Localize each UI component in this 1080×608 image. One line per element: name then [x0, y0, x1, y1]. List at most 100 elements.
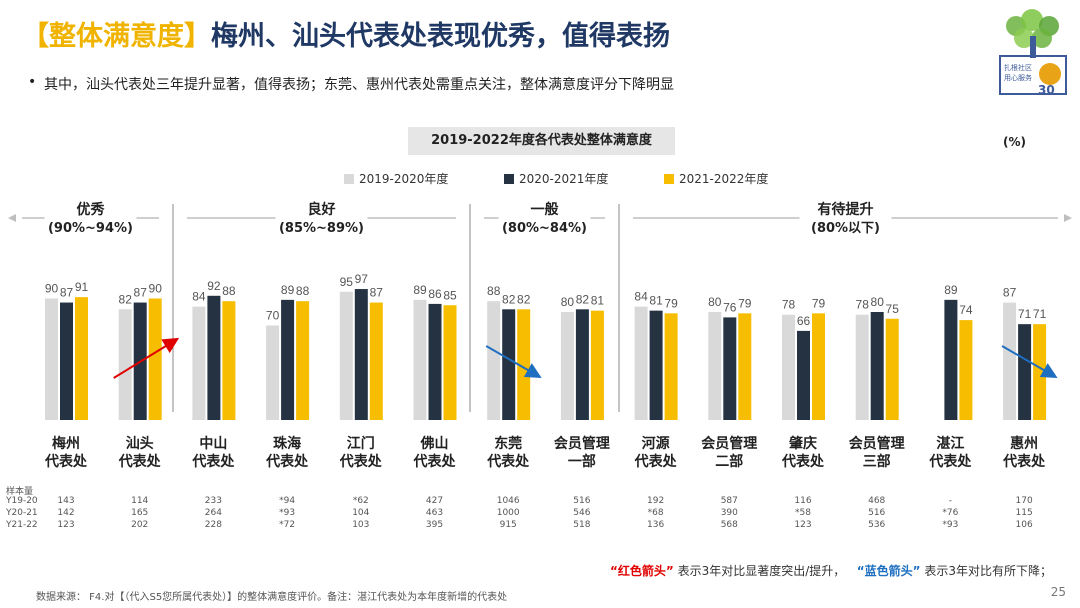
bar-6-0: [487, 301, 501, 420]
category-label-12-line2: 代表处: [928, 453, 972, 470]
bar-11-1: [870, 312, 884, 420]
bar-13-0: [1003, 302, 1017, 420]
value-label-3-2: 88: [296, 284, 310, 298]
value-label-2-0: 84: [192, 290, 206, 304]
category-label-4-line1: 江门: [347, 435, 375, 452]
trend-arrow-blue-2: [1001, 345, 1058, 378]
category-label-2-line2: 代表处: [191, 453, 235, 470]
sample-size-label: 样本量: [6, 487, 34, 497]
bar-9-1: [723, 317, 737, 420]
sample-cell-0-4: *62: [352, 496, 369, 506]
title-text: 梅州、汕头代表处表现优秀，值得表扬: [211, 21, 670, 52]
trend-arrow-red-0: [113, 337, 180, 379]
value-label-11-2: 75: [886, 302, 900, 316]
bar-8-2: [664, 313, 678, 420]
sample-cell-1-10: *58: [795, 508, 811, 518]
tree-icon: [1006, 9, 1059, 58]
sample-cell-2-10: 123: [794, 520, 812, 530]
value-label-1-1: 87: [134, 286, 148, 300]
bar-3-0: [266, 325, 280, 420]
logo-line2: 用心服务: [1004, 73, 1032, 82]
note-quote-close-blue: ”: [912, 564, 921, 578]
value-label-5-0: 89: [413, 283, 427, 297]
category-label-1-line1: 汕头: [126, 435, 154, 452]
sample-cell-2-5: 395: [425, 520, 444, 530]
value-label-7-2: 81: [591, 294, 605, 308]
bar-11-2: [885, 318, 899, 420]
category-label-6-line1: 东莞: [494, 435, 522, 452]
legend-swatch-y21: [664, 174, 674, 184]
sample-cell-1-3: *93: [279, 508, 296, 518]
category-label-3-line2: 代表处: [265, 453, 309, 470]
value-label-5-1: 86: [428, 287, 442, 301]
category-label-9-line2: 二部: [715, 453, 743, 470]
bar-0-2: [75, 297, 88, 420]
sample-cell-0-11: 468: [868, 496, 886, 506]
bar-7-1: [575, 309, 589, 420]
value-label-0-1: 87: [60, 286, 74, 300]
bar-0-0: [45, 298, 58, 420]
value-label-7-0: 80: [561, 295, 575, 309]
legend-swatch-y19: [344, 174, 354, 184]
sample-cell-1-11: 516: [868, 508, 886, 518]
value-label-4-2: 87: [370, 286, 384, 300]
group-range-1: (85%~89%): [279, 221, 364, 236]
bar-12-1: [944, 299, 958, 420]
category-label-2-line1: 中山: [199, 435, 227, 452]
page-title: 【整体满意度】梅州、汕头代表处表现优秀，值得表扬: [22, 14, 670, 53]
value-label-0-2: 91: [75, 280, 89, 294]
category-label-7-line2: 一部: [568, 453, 596, 470]
sample-cell-2-2: 228: [204, 520, 222, 530]
bar-3-2: [296, 301, 310, 420]
group-name-3: 有待提升: [818, 201, 874, 218]
bar-0-1: [60, 302, 73, 420]
bar-6-2: [517, 309, 531, 420]
category-label-1-line2: 代表处: [118, 453, 162, 470]
value-label-3-1: 89: [281, 283, 295, 297]
sample-cell-2-9: 568: [720, 520, 738, 530]
value-label-8-2: 79: [664, 296, 678, 310]
sample-cell-0-10: 116: [794, 496, 812, 506]
group-range-0: (90%~94%): [48, 221, 133, 236]
value-label-0-0: 90: [45, 282, 59, 296]
category-label-5-line2: 代表处: [413, 453, 457, 470]
category-label-4-line2: 代表处: [339, 453, 383, 470]
note-quote-open-red: “: [609, 564, 618, 578]
bar-10-1: [797, 330, 810, 420]
bar-7-0: [560, 312, 574, 420]
category-label-3-line1: 珠海: [273, 435, 301, 452]
logo-line1: 扎根社区: [1004, 63, 1032, 72]
bullet-dot: •: [28, 74, 37, 90]
category-label-5-line1: 佛山: [420, 435, 449, 452]
group-name-1: 良好: [308, 201, 336, 218]
note-blue-arrow: 蓝色箭头: [864, 564, 913, 578]
sample-cell-1-8: *68: [647, 508, 664, 518]
legend-label-y20: 2020-2021年度: [519, 172, 609, 186]
sample-cell-1-13: 115: [1015, 508, 1033, 518]
sample-cell-1-6: 1000: [496, 508, 520, 518]
bar-9-0: [708, 312, 722, 420]
sample-cell-0-1: 114: [131, 496, 149, 506]
sample-cell-2-3: *72: [279, 520, 296, 530]
group-name-0: 优秀: [77, 201, 106, 218]
bar-11-0: [855, 314, 869, 420]
legend-swatch-y20: [504, 174, 514, 184]
category-label-13-line2: 代表处: [1002, 453, 1046, 470]
category-label-12-line1: 湛江: [936, 435, 964, 452]
bar-13-2: [1033, 324, 1047, 420]
value-label-10-2: 79: [812, 296, 826, 310]
group-arrowhead-right: [1064, 214, 1072, 222]
bar-1-0: [118, 309, 132, 420]
category-label-13-line1: 惠州: [1010, 435, 1038, 452]
value-label-12-1: 89: [944, 283, 958, 297]
value-label-8-0: 84: [634, 290, 648, 304]
sample-row-label-0: Y19-20: [6, 496, 38, 506]
sample-row-label-2: Y21-22: [6, 520, 38, 530]
group-range-3: (80%以下): [811, 221, 880, 236]
bar-6-1: [502, 309, 516, 420]
bar-4-2: [369, 302, 383, 420]
sample-cell-2-8: 136: [647, 520, 665, 530]
value-label-9-2: 79: [738, 296, 752, 310]
bar-13-1: [1018, 324, 1032, 420]
value-label-1-2: 90: [149, 282, 163, 296]
